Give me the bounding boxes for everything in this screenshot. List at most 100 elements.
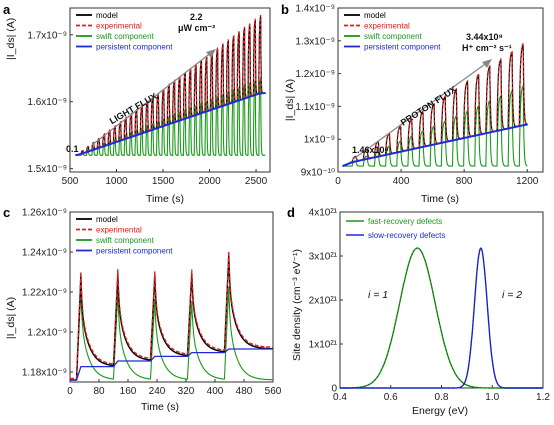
y-tick-label: 1.2x10⁻⁹ [295, 69, 335, 80]
y-tick-label: 1.7x10⁻⁹ [27, 30, 67, 41]
legend-entry: persistent component [96, 43, 173, 52]
series-persistent-component [74, 92, 266, 157]
y-tick-label: 3x10²¹ [309, 252, 338, 263]
legend-entry: model [364, 11, 386, 20]
x-tick-label: 1.0 [485, 392, 499, 403]
y-tick-label: 1.22x10⁻⁹ [22, 288, 67, 299]
x-tick-label: 500 [62, 176, 79, 187]
y-tick-label: 9x10⁻¹⁰ [301, 168, 335, 179]
panel-b-arrowhead [482, 59, 492, 68]
y-tick-label: 1.26x10⁻⁹ [22, 208, 67, 219]
y-tick-label: 2x10²¹ [309, 296, 338, 307]
x-tick-label: 0.8 [435, 392, 449, 403]
y-tick-label: 1.4x10⁻⁹ [295, 4, 335, 15]
legend-entry: model [96, 11, 118, 20]
panel-d-peak1-label: i = 1 [368, 289, 388, 301]
panel-a-flux-arrow [91, 51, 213, 146]
series-fit-overlay [340, 247, 543, 389]
x-tick-label: 480 [236, 386, 253, 397]
legend-entry: swift component [364, 32, 423, 41]
panel-a: a |I_ds| (A) Time (s) 500 1000 1500 2000 250… [3, 2, 271, 205]
panel-c-ylabel: |I_ds| (A) [5, 297, 17, 339]
y-tick-label: 1.3x10⁻⁹ [295, 36, 335, 47]
panel-d-ylabel: Site density (cm⁻³ eV⁻¹) [291, 249, 303, 361]
series-persistent-component [342, 123, 529, 168]
y-tick-label: 0 [331, 384, 337, 395]
x-tick-label: 80 [93, 386, 105, 397]
series-slow-recovery-defects [340, 247, 543, 389]
panel-label-d: d [287, 205, 295, 220]
legend-entry: experimental [96, 226, 142, 235]
y-tick-label: 1x10²¹ [309, 340, 338, 351]
panel-d-peak2-label: i = 2 [502, 289, 522, 301]
y-tick-label: 1.18x10⁻⁹ [22, 368, 67, 379]
legend-entry: swift component [96, 236, 155, 245]
panel-b-end-annotation-1: 3.44x10⁹ [466, 32, 503, 42]
panel-c-xlabel: Time (s) [141, 401, 179, 413]
x-tick-label: 400 [393, 176, 410, 187]
x-tick-label: 2500 [245, 176, 268, 187]
panel-label-b: b [281, 2, 289, 17]
legend-entry: slow-recovery defects [368, 231, 445, 240]
x-tick-label: 240 [149, 386, 166, 397]
legend-entry: experimental [96, 22, 142, 31]
series-experimental [70, 251, 274, 380]
panel-b-start-annotation: 1.46x10⁸ [352, 145, 389, 155]
legend-entry: model [96, 215, 118, 224]
x-tick-label: 160 [120, 386, 137, 397]
panel-a-end-annotation-1: 2.2 [190, 12, 203, 22]
series-fast-recovery-defects [340, 247, 543, 389]
x-tick-label: 800 [456, 176, 473, 187]
panel-a-plot-area: 500 1000 1500 2000 2500 1.5x10⁻⁹ 1.6x10⁻⁹ 1.7x1… [27, 7, 271, 187]
y-tick-label: 1.6x10⁻⁹ [27, 97, 67, 108]
x-tick-label: 400 [207, 386, 224, 397]
panel-label-a: a [3, 2, 11, 17]
x-tick-label: 0.4 [333, 392, 347, 403]
legend-entry: fast-recovery defects [368, 217, 442, 226]
legend-entry: persistent component [364, 43, 441, 52]
panel-c: c |I_ds| (A) Time (s) 0 80 160 240 320 400 480… [3, 205, 282, 413]
panel-c-plot-area: 0 80 160 240 320 400 480 560 1.18x10⁻⁹ 1.2x10⁻⁹ 1.… [22, 208, 282, 398]
x-tick-label: 1000 [105, 176, 128, 187]
panel-d: d Site density (cm⁻³ eV⁻¹) Energy (eV) 0… [287, 205, 550, 417]
panel-b-arrow-label: PROTON FLUX [399, 84, 458, 127]
panel-d-legend: fast-recovery defects slow-recovery defec… [346, 217, 445, 240]
y-tick-label: 1x10⁻⁹ [304, 135, 335, 146]
x-tick-label: 0 [67, 386, 73, 397]
y-tick-label: 1.24x10⁻⁹ [22, 248, 67, 259]
panel-a-start-annotation: 0.1 [66, 144, 79, 154]
panel-label-c: c [3, 205, 10, 220]
series-swift-component [70, 286, 274, 381]
x-tick-label: 560 [265, 386, 282, 397]
x-tick-label: 0.6 [384, 392, 398, 403]
panel-b-flux-arrow [351, 61, 489, 161]
y-tick-label: 1.5x10⁻⁹ [27, 164, 67, 175]
plot-frame [69, 7, 271, 173]
y-tick-label: 4x10²¹ [309, 208, 338, 219]
plot-frame [337, 7, 544, 173]
panel-b: b |I_ds| (A) Time (s) 0 400 800 1200 9x10⁻¹⁰… [281, 2, 544, 205]
x-tick-label: 320 [178, 386, 195, 397]
plot-frame [69, 211, 274, 383]
series-fit-overlay [340, 247, 543, 389]
y-tick-label: 1.2x10⁻⁹ [27, 328, 67, 339]
panel-a-arrowhead [206, 49, 216, 58]
panel-d-plot-area: 0.4 0.6 0.8 1.0 1.2 0 1x10²¹ 2x10²¹ 3x10²¹ 4x10²¹ [309, 208, 551, 404]
legend-entry: swift component [96, 32, 155, 41]
series-experimental [342, 43, 528, 167]
series-persistent-component [70, 348, 273, 381]
panel-a-end-annotation-2: μW cm⁻² [178, 23, 215, 33]
panel-b-plot-area: 0 400 800 1200 9x10⁻¹⁰ 1x10⁻⁹ 1.1x10⁻⁹ 1.2x10⁻⁹… [295, 4, 544, 187]
panel-b-ylabel: |I_ds| (A) [284, 79, 296, 121]
x-tick-label: 2000 [198, 176, 221, 187]
series-model [70, 255, 274, 381]
legend-entry: persistent component [96, 247, 173, 256]
panel-d-xlabel: Energy (eV) [412, 405, 468, 417]
y-tick-label: 1.1x10⁻⁹ [295, 102, 335, 113]
panel-a-xlabel: Time (s) [146, 193, 184, 205]
x-tick-label: 1500 [152, 176, 175, 187]
